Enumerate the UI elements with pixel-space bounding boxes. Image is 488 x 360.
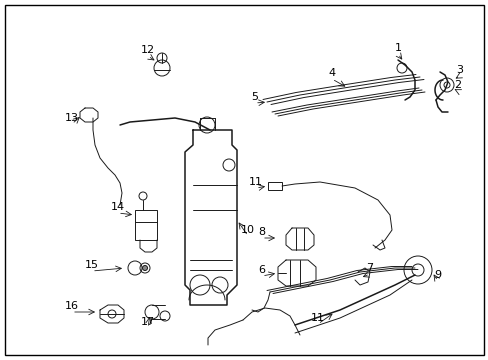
Text: 8: 8 [258, 227, 265, 237]
Text: 4: 4 [328, 68, 335, 78]
Text: 12: 12 [141, 45, 155, 55]
Text: 11: 11 [310, 313, 325, 323]
Text: 16: 16 [65, 301, 79, 311]
Bar [135, 210, 157, 240]
Text: 15: 15 [85, 260, 99, 270]
Text: 2: 2 [453, 80, 461, 90]
Text: 9: 9 [433, 270, 441, 280]
Text: 3: 3 [456, 65, 463, 75]
Text: 17: 17 [141, 317, 155, 327]
Text: 7: 7 [366, 263, 373, 273]
Text: 6: 6 [258, 265, 265, 275]
Text: 5: 5 [251, 92, 258, 102]
Circle shape [142, 266, 147, 270]
Text: 10: 10 [241, 225, 254, 235]
Text: 14: 14 [111, 202, 125, 212]
Text: 11: 11 [248, 177, 263, 187]
Text: 13: 13 [65, 113, 79, 123]
Text: 1: 1 [394, 43, 401, 53]
Bar [267, 182, 282, 190]
